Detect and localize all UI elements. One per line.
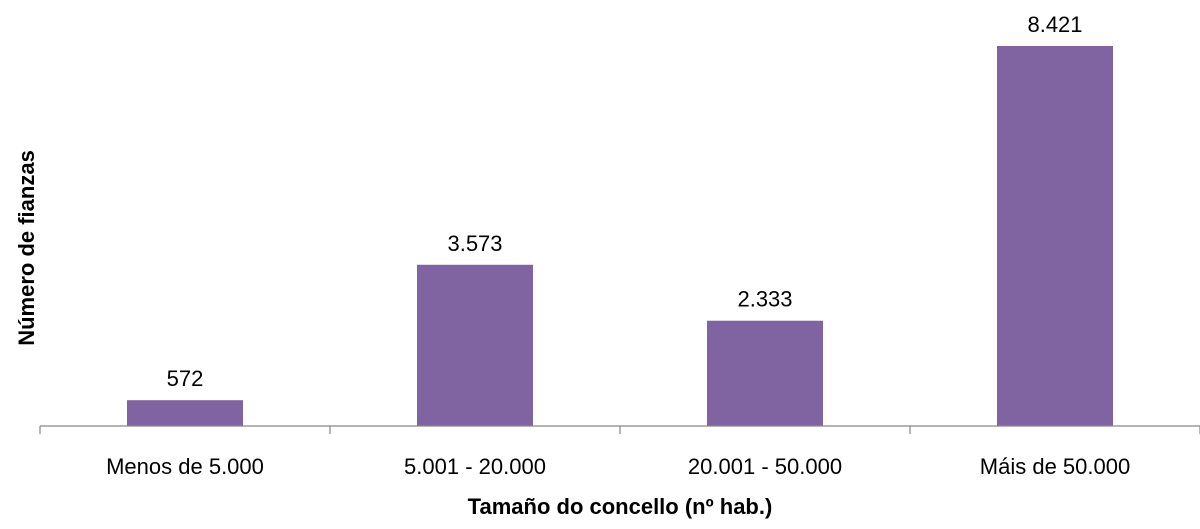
data-labels-group: 572 3.573 2.333 8.421 xyxy=(167,12,1083,391)
bar xyxy=(417,264,533,426)
x-tick-label: 20.001 - 50.000 xyxy=(688,454,842,479)
bars-group xyxy=(127,46,1113,426)
bar-value-label: 3.573 xyxy=(447,231,502,256)
bar-value-label: 8.421 xyxy=(1027,12,1082,37)
bar-value-label: 2.333 xyxy=(737,287,792,312)
x-tick-label: 5.001 - 20.000 xyxy=(404,454,546,479)
x-axis-ticks xyxy=(39,426,1200,434)
bar xyxy=(127,400,243,426)
x-tick-label: Máis de 50.000 xyxy=(980,454,1130,479)
x-tick-label: Menos de 5.000 xyxy=(106,454,264,479)
y-axis-title: Número de fianzas xyxy=(14,150,39,346)
bar-value-label: 572 xyxy=(167,366,204,391)
bar xyxy=(997,46,1113,426)
bar xyxy=(707,320,823,426)
x-axis-title: Tamaño do concello (nº hab.) xyxy=(468,494,773,519)
x-axis-tick-labels: Menos de 5.000 5.001 - 20.000 20.001 - 50.… xyxy=(106,454,1130,479)
